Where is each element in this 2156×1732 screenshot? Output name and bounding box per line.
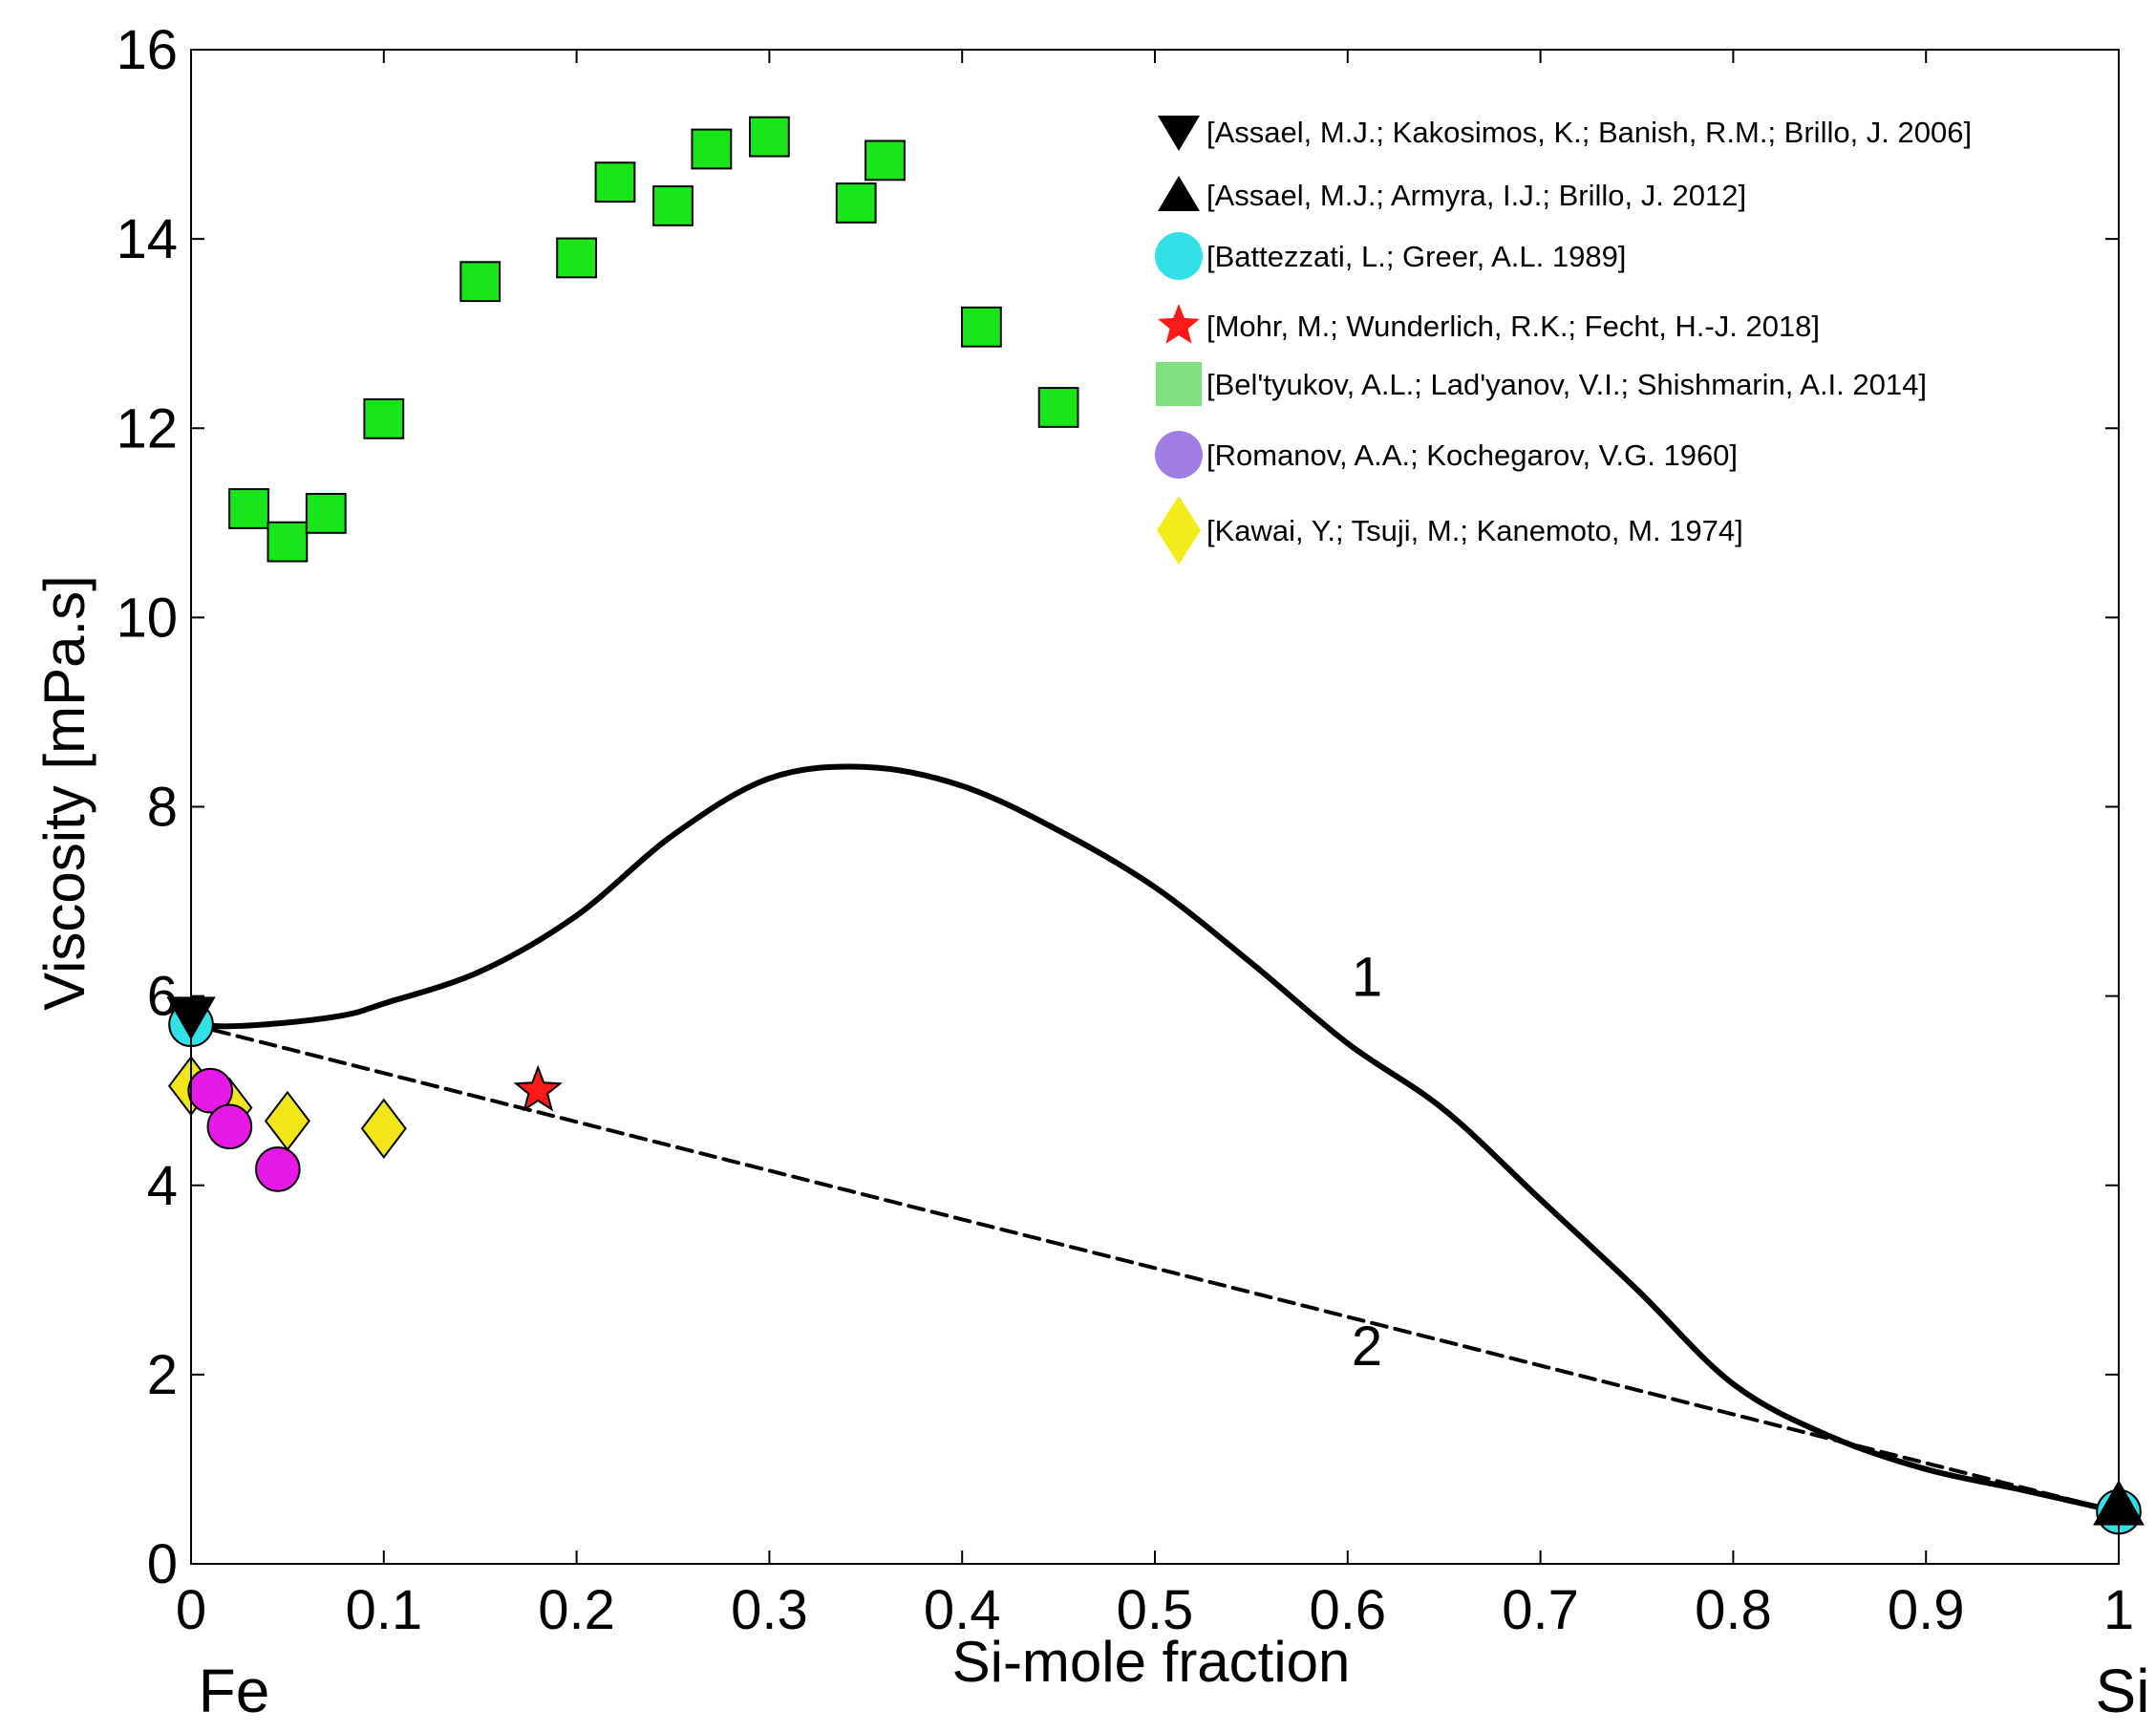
- x-axis-title: Si-mole fraction: [952, 1630, 1351, 1694]
- legend-marker-triangle-up: [1158, 176, 1200, 211]
- y-tick-label: 12: [116, 397, 178, 460]
- y-tick-label: 4: [147, 1155, 178, 1217]
- x-tick-label: 0: [176, 1579, 206, 1641]
- x-tick-label: 0.4: [924, 1579, 1001, 1641]
- axes-layer: 0 0.1 0.2 0.3 0.4 0.5 0.6 0.7 0.8 0.9 102468101214…: [116, 19, 2134, 1641]
- x-end-label-si: Si: [2096, 1657, 2150, 1725]
- data-point-series-7: [360, 1098, 407, 1159]
- y-tick-label: 16: [116, 19, 178, 81]
- legend-label: [Mohr, M.; Wunderlich, R.K.; Fecht, H.-J…: [1206, 310, 1820, 343]
- legend-marker-circle: [1155, 431, 1203, 479]
- x-tick-label: 0.8: [1695, 1579, 1772, 1641]
- data-point-series-5: [228, 488, 269, 529]
- data-point-series-5: [305, 493, 347, 534]
- y-tick-label: 6: [147, 966, 178, 1028]
- data-point-series-5: [556, 237, 598, 279]
- data-point-series-5: [652, 185, 694, 226]
- x-tick-label: 0.1: [345, 1579, 422, 1641]
- data-point-series-5: [865, 139, 906, 182]
- curves-layer: 12: [188, 763, 2122, 1515]
- data-point-series-4: [513, 1064, 563, 1112]
- data-point-series-5: [835, 182, 877, 224]
- data-point-series-5: [749, 116, 790, 158]
- curve-2: [189, 1022, 2121, 1514]
- x-tick-label: 0.2: [538, 1579, 615, 1641]
- x-tick-label: 0.5: [1117, 1579, 1194, 1641]
- data-point-series-5: [1037, 387, 1079, 428]
- data-point-series-5: [459, 261, 502, 303]
- data-point-series-6: [187, 1067, 233, 1114]
- y-tick-label: 10: [116, 587, 178, 649]
- data-point-series-5: [691, 128, 733, 170]
- points-layer: [166, 116, 2145, 1535]
- curve-label-2: 2: [1352, 1315, 1382, 1378]
- legend-label: [Romanov, A.A.; Kochegarov, V.G. 1960]: [1206, 438, 1738, 472]
- data-point-series-6: [206, 1103, 253, 1150]
- legend-label: [Bel'tyukov, A.L.; Lad'yanov, V.I.; Shis…: [1206, 368, 1927, 401]
- legend-label: [Assael, M.J.; Kakosimos, K.; Banish, R.…: [1206, 116, 1972, 149]
- x-tick-label: 1: [2103, 1579, 2134, 1641]
- y-tick-label: 2: [147, 1344, 178, 1406]
- x-tick-label: 0.9: [1888, 1579, 1965, 1641]
- legend-label: [Kawai, Y.; Tsuji, M.; Kanemoto, M. 1974…: [1206, 514, 1743, 547]
- data-point-series-5: [267, 521, 309, 563]
- curve-1: [188, 763, 2122, 1515]
- x-end-label-fe: Fe: [199, 1657, 270, 1725]
- data-point-series-5: [960, 306, 1002, 348]
- legend: [Assael, M.J.; Kakosimos, K.; Banish, R.…: [1155, 116, 1972, 565]
- x-tick-label: 0.3: [731, 1579, 808, 1641]
- y-tick-label: 14: [116, 208, 178, 270]
- legend-marker-square: [1156, 362, 1202, 406]
- data-point-series-6: [255, 1146, 301, 1192]
- curve-label-1: 1: [1352, 947, 1382, 1009]
- legend-label: [Battezzati, L.; Greer, A.L. 1989]: [1206, 240, 1626, 273]
- legend-marker-star: [1158, 304, 1200, 344]
- y-tick-label: 0: [147, 1533, 178, 1595]
- y-axis-title: Viscosity [mPa.s]: [32, 575, 96, 1011]
- legend-marker-diamond: [1157, 496, 1201, 565]
- data-point-series-5: [363, 397, 405, 439]
- data-point-series-5: [594, 161, 636, 203]
- x-tick-label: 0.6: [1309, 1579, 1386, 1641]
- legend-marker-triangle-down: [1158, 116, 1200, 151]
- legend-marker-circle: [1155, 232, 1203, 280]
- y-tick-label: 8: [147, 777, 178, 839]
- x-tick-label: 0.7: [1502, 1579, 1579, 1641]
- legend-label: [Assael, M.J.; Armyra, I.J.; Brillo, J. …: [1206, 179, 1746, 212]
